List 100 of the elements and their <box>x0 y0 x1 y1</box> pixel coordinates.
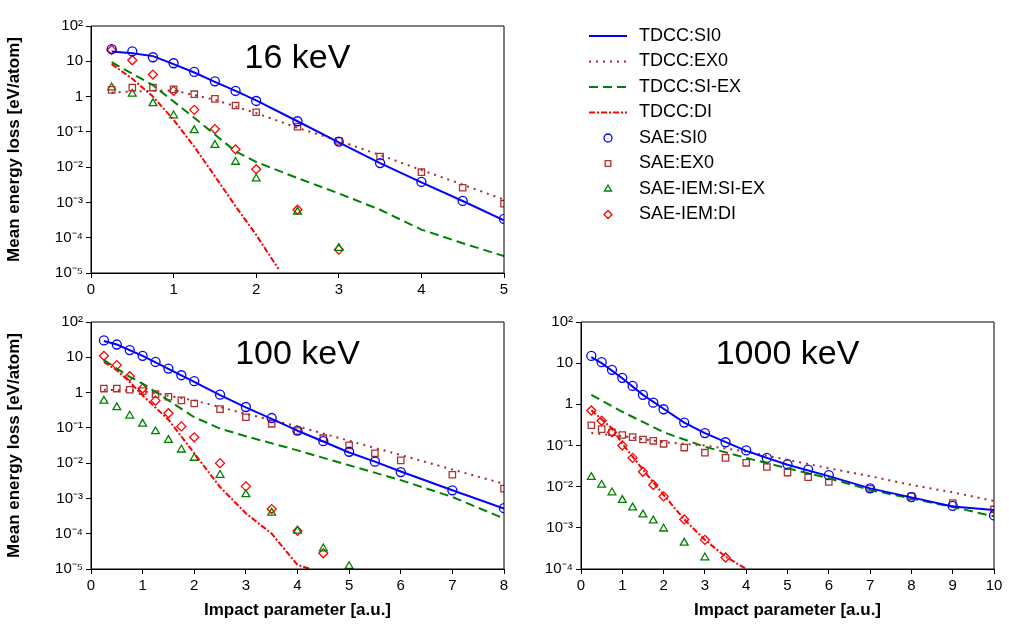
point <box>150 356 161 368</box>
point <box>231 101 240 110</box>
point <box>617 440 628 451</box>
point <box>639 435 647 444</box>
point <box>107 82 117 91</box>
point <box>190 399 199 408</box>
point <box>803 464 814 475</box>
y-tick-label: 10⁻² <box>546 476 573 494</box>
y-tick-label: 1 <box>74 382 83 400</box>
x-tick-label: 1 <box>169 280 178 298</box>
point <box>176 421 187 432</box>
point <box>606 364 618 375</box>
point <box>447 485 458 496</box>
x-tick-label: 8 <box>907 576 916 594</box>
x-tick-label: 4 <box>293 576 302 594</box>
point <box>458 183 467 192</box>
point <box>376 152 384 161</box>
point <box>252 108 261 117</box>
point <box>318 436 329 447</box>
point <box>761 452 772 464</box>
y-tick-label: 10⁻³ <box>546 517 573 535</box>
point <box>597 425 606 433</box>
point <box>948 499 957 507</box>
x-tick-label: 2 <box>190 576 199 594</box>
point <box>138 418 148 427</box>
point <box>369 456 381 467</box>
point <box>151 390 160 399</box>
point <box>138 387 147 395</box>
y-tick-label: 10⁻⁴ <box>544 559 573 577</box>
point <box>214 457 226 469</box>
x-tick-label: 2 <box>659 576 668 594</box>
point <box>607 487 617 496</box>
point <box>267 420 276 428</box>
point <box>137 383 148 394</box>
x-tick-label: 6 <box>396 576 405 594</box>
point <box>782 459 793 470</box>
point <box>125 410 135 419</box>
point <box>947 500 958 512</box>
point <box>189 376 200 387</box>
point <box>701 448 709 457</box>
y-tick-label: 10² <box>61 16 83 34</box>
point <box>371 449 379 458</box>
point <box>210 140 220 149</box>
point <box>267 507 277 516</box>
chart-title: 16 keV <box>244 37 351 76</box>
chart-title: 100 keV <box>235 333 361 372</box>
point <box>169 110 179 119</box>
y-tick-label: 10² <box>551 312 573 330</box>
point <box>241 489 251 498</box>
point <box>638 509 648 518</box>
point <box>679 417 690 428</box>
point <box>150 426 161 435</box>
point <box>679 537 689 546</box>
point <box>251 173 261 182</box>
point <box>319 434 328 443</box>
point <box>658 491 669 502</box>
point <box>396 456 405 465</box>
point <box>627 380 638 392</box>
x-tick-label: 4 <box>417 280 426 298</box>
y-axis-title: Mean energy loss [eV/atom] <box>3 333 23 558</box>
point <box>189 125 199 134</box>
y-tick-label: 10² <box>61 312 83 330</box>
point <box>209 123 221 135</box>
x-tick-label: 2 <box>252 280 261 298</box>
point <box>147 69 159 80</box>
point <box>147 52 159 63</box>
point <box>127 55 138 66</box>
point <box>658 404 669 415</box>
point <box>628 433 637 441</box>
point <box>823 470 834 481</box>
point <box>395 466 406 478</box>
legend-label: TDCC:SI0 <box>639 24 722 45</box>
point <box>679 514 690 525</box>
point <box>163 408 174 419</box>
y-tick-label: 10⁻² <box>56 157 83 175</box>
y-tick-label: 10⁻¹ <box>56 418 83 435</box>
x-tick-label: 0 <box>86 576 96 594</box>
point <box>417 168 426 177</box>
y-tick-label: 10 <box>66 51 83 69</box>
point <box>457 195 468 207</box>
point <box>230 144 241 155</box>
point <box>448 470 457 479</box>
point <box>720 552 731 563</box>
point <box>783 468 792 477</box>
point <box>648 479 659 491</box>
x-tick-label: 9 <box>948 576 957 594</box>
point <box>163 363 174 374</box>
point <box>164 392 173 401</box>
point <box>111 359 122 371</box>
y-tick-label: 10⁻¹ <box>546 435 573 453</box>
point <box>266 412 277 424</box>
point <box>176 370 187 381</box>
point <box>292 116 303 127</box>
point <box>99 395 109 404</box>
x-tick-label: 5 <box>499 280 509 298</box>
point <box>374 157 386 169</box>
point <box>649 436 658 445</box>
x-tick-label: 0 <box>86 280 96 298</box>
x-tick-label: 1 <box>618 576 627 594</box>
x-tick-label: 1 <box>138 576 147 594</box>
